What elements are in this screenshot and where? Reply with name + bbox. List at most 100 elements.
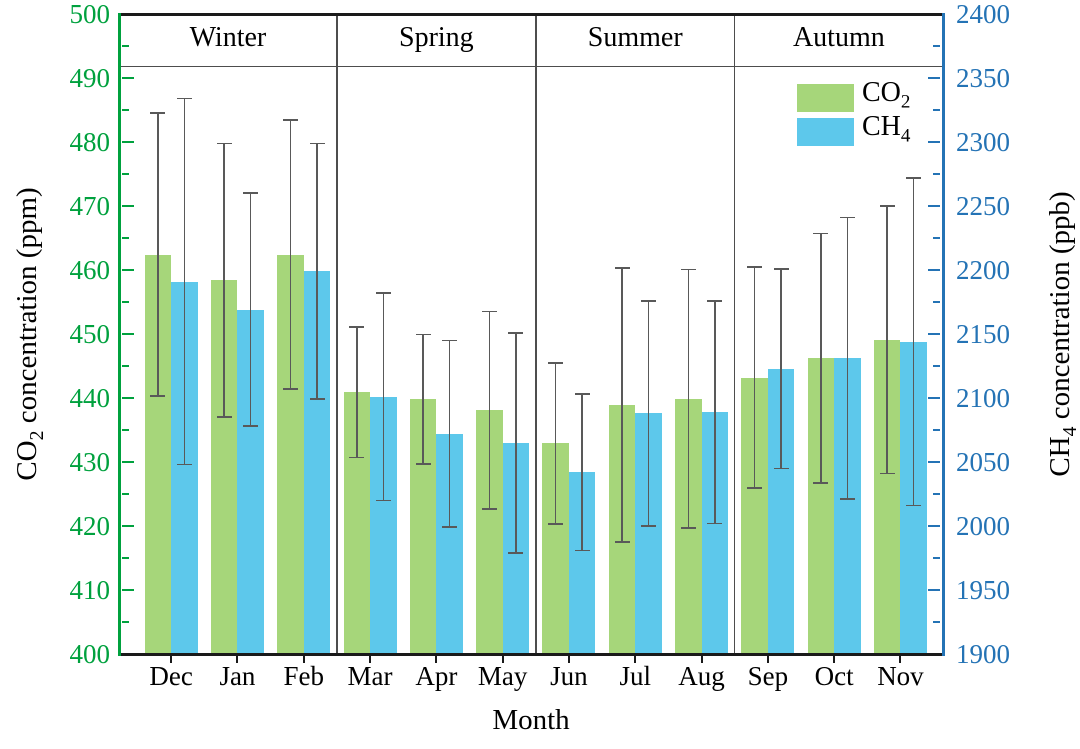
error-bar-line: [780, 268, 782, 469]
legend-label-co2: CO2: [862, 78, 910, 117]
legend-label-ch4-text: CH: [862, 111, 901, 143]
left-axis-tick-label: 470: [69, 191, 111, 221]
legend-label-ch4: CH4: [862, 112, 910, 151]
error-bar-cap-bottom: [349, 456, 365, 459]
right-axis-tick-label: 1900: [956, 639, 1010, 669]
left-axis-major-tick: [122, 588, 134, 592]
bottom-spine: [117, 652, 945, 656]
left-axis-minor-tick: [122, 556, 129, 560]
right-axis-tick-label: 2250: [956, 191, 1010, 221]
right-axis-tick-label: 2100: [956, 383, 1010, 413]
right-axis-tick-label: 2150: [956, 319, 1010, 349]
left-axis-minor-tick: [122, 108, 129, 112]
error-bar-cap-bottom: [641, 525, 656, 527]
right-axis-minor-tick: [933, 172, 940, 176]
right-axis-minor-tick: [933, 108, 940, 112]
error-bar-line: [621, 268, 623, 542]
error-bar-cap-top: [574, 393, 590, 395]
error-bar-cap-top: [481, 310, 497, 313]
right-axis-minor-tick: [933, 492, 940, 496]
x-axis-tick: [567, 654, 570, 663]
right-axis-minor-tick: [933, 556, 940, 560]
season-band-divider-line: [119, 66, 943, 68]
left-axis-major-tick: [122, 204, 134, 208]
left-axis-major-tick: [122, 140, 134, 144]
error-bar-cap-bottom: [481, 507, 497, 510]
left-axis-minor-tick: [122, 620, 129, 624]
error-bar-cap-bottom: [150, 395, 166, 397]
error-bar-cap-bottom: [813, 482, 829, 484]
error-bar-cap-bottom: [773, 467, 789, 470]
left-axis-tick-label: 460: [69, 255, 111, 285]
left-axis-tick-label: 480: [69, 127, 111, 157]
x-axis-tick: [833, 654, 836, 663]
x-axis-tick: [501, 654, 504, 663]
left-axis-major-tick: [122, 76, 134, 80]
right-axis-minor-tick: [933, 428, 940, 432]
error-bar-cap-top: [548, 362, 564, 364]
season-separator-line: [535, 14, 537, 654]
right-axis-major-tick: [928, 524, 940, 528]
x-axis-month-label: Aug: [678, 661, 725, 691]
left-spine: [117, 12, 121, 656]
error-bar-cap-top: [349, 326, 365, 328]
error-bar-cap-top: [813, 232, 829, 235]
right-axis-major-tick: [928, 396, 940, 400]
error-bar-line: [157, 113, 159, 397]
error-bar-line: [183, 98, 186, 465]
left-axis-tick-label: 440: [69, 383, 111, 413]
x-axis-tick: [236, 654, 239, 663]
legend-swatch-ch4: [797, 117, 854, 146]
left-axis-tick-label: 410: [69, 575, 111, 605]
error-bar-cap-top: [773, 267, 789, 270]
error-bar-line: [223, 143, 225, 418]
error-bar-cap-top: [442, 339, 458, 342]
error-bar-line: [886, 206, 888, 474]
error-bar-line: [714, 300, 716, 524]
right-axis-minor-tick: [933, 44, 940, 48]
x-axis-month-label: Feb: [283, 661, 325, 691]
error-bar-line: [422, 334, 424, 464]
error-bar-cap-bottom: [176, 463, 192, 466]
right-axis-tick-label: 2050: [956, 447, 1010, 477]
right-axis-minor-tick: [933, 236, 940, 240]
error-bar-line: [382, 293, 385, 501]
error-bar-line: [356, 326, 358, 458]
x-axis-tick: [369, 654, 372, 663]
error-bar-line: [647, 300, 650, 526]
error-bar-cap-top: [375, 292, 391, 294]
error-bar-cap-bottom: [906, 504, 922, 507]
left-axis-major-tick: [122, 268, 134, 272]
error-bar-cap-top: [641, 299, 656, 302]
error-bar-cap-bottom: [680, 527, 696, 529]
legend: CO2 CH4: [797, 78, 910, 151]
x-axis-tick: [700, 654, 703, 663]
season-separator-line: [336, 14, 338, 654]
season-label: Spring: [399, 22, 474, 53]
right-axis-major-tick: [928, 460, 940, 464]
left-axis-tick-label: 420: [69, 511, 111, 541]
left-axis-minor-tick: [122, 428, 129, 432]
x-axis-tick: [634, 654, 637, 663]
x-axis-month-label: Apr: [415, 661, 458, 691]
top-spine: [117, 12, 945, 16]
error-bar-cap-bottom: [614, 541, 630, 543]
error-bar-cap-bottom: [283, 388, 298, 390]
x-axis-month-label: Oct: [814, 661, 854, 691]
error-bar-line: [820, 233, 822, 484]
x-axis-tick: [766, 654, 769, 663]
left-axis-minor-tick: [122, 236, 129, 240]
error-bar-cap-top: [150, 112, 166, 115]
error-bar-line: [316, 143, 318, 400]
right-axis-minor-tick: [933, 620, 940, 624]
season-label: Summer: [587, 22, 683, 53]
left-axis-tick-label: 490: [69, 63, 111, 93]
x-axis-tick: [170, 654, 173, 663]
left-axis-minor-tick: [122, 364, 129, 368]
x-axis-tick: [899, 654, 902, 663]
season-separator-line: [733, 14, 736, 654]
error-bar-cap-top: [614, 267, 630, 269]
x-axis-month-label: Dec: [149, 661, 193, 691]
legend-label-co2-subscript: 2: [900, 91, 911, 113]
